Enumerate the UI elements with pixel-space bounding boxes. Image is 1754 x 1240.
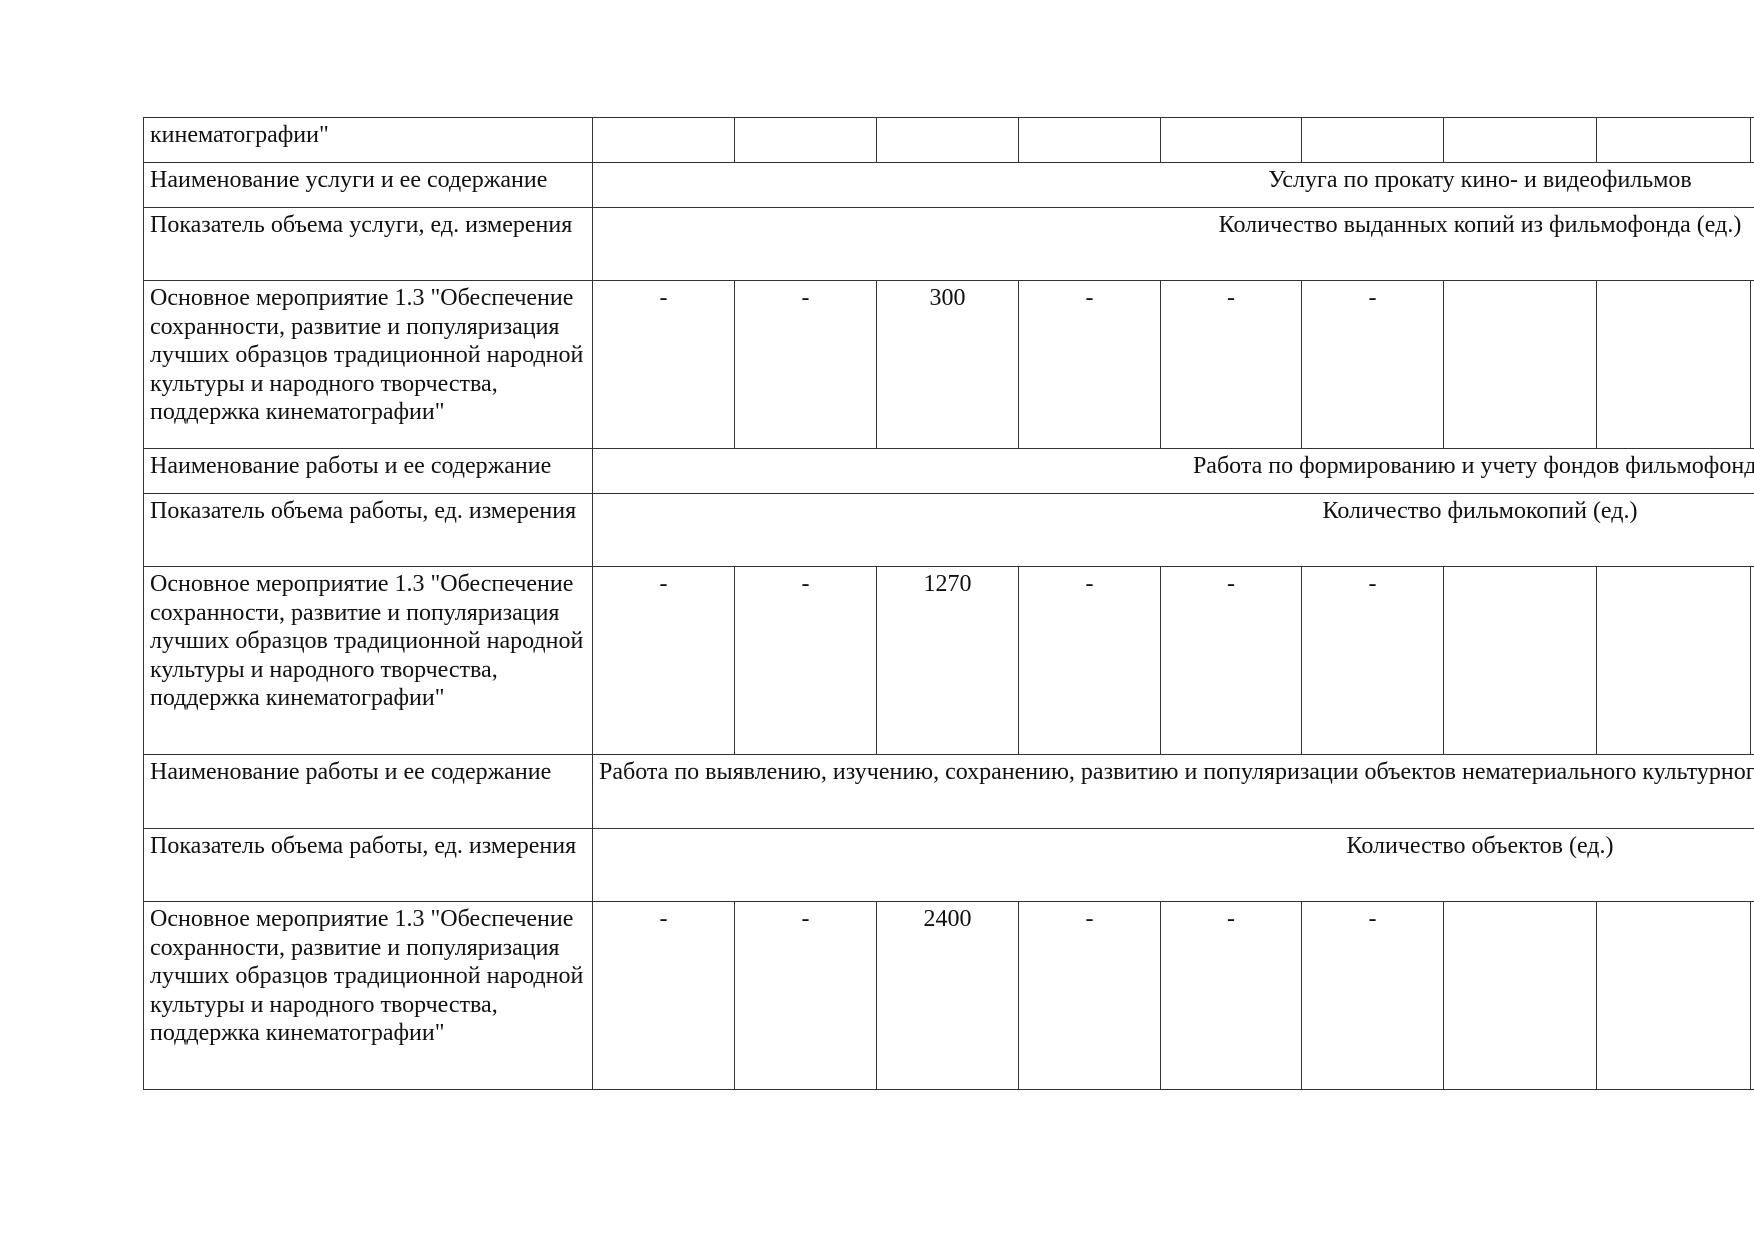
value-cell [1750, 566, 1754, 755]
value-cell: - [1301, 901, 1444, 1090]
value-cell [1750, 280, 1754, 449]
value-cell: 1270 [876, 566, 1019, 755]
value-cell [1443, 901, 1597, 1090]
value-cell: - [592, 901, 735, 1090]
value-cell: - [1018, 901, 1161, 1090]
row-description: Работа по формированию и учету фондов фи… [592, 448, 1754, 494]
value-cell: - [592, 566, 735, 755]
value-cell: - [734, 566, 877, 755]
value-cell [1443, 280, 1597, 449]
value-cell [1596, 280, 1751, 449]
document-page: кинематографии" Наименование услуги и ее … [143, 117, 1754, 1217]
value-cell [876, 117, 1019, 163]
value-cell: - [734, 280, 877, 449]
row-label: Показатель объема услуги, ед. измерения [143, 207, 593, 281]
value-cell [1443, 566, 1597, 755]
value-cell [1750, 117, 1754, 163]
table-row: Наименование услуги и ее содержание Услуг… [143, 162, 1754, 208]
row-label: Основное мероприятие 1.3 "Обеспечение со… [143, 901, 593, 1090]
value-cell [592, 117, 735, 163]
value-cell [1018, 117, 1161, 163]
table-row: кинематографии" [143, 117, 1754, 163]
value-cell [1160, 117, 1302, 163]
row-label: Основное мероприятие 1.3 "Обеспечение со… [143, 280, 593, 449]
table-row: Основное мероприятие 1.3 "Обеспечение со… [143, 566, 1754, 755]
value-cell: - [592, 280, 735, 449]
row-label: Наименование работы и ее содержание [143, 448, 593, 494]
table-row: Показатель объема работы, ед. измерения К… [143, 493, 1754, 567]
table-row: Показатель объема услуги, ед. измерения К… [143, 207, 1754, 281]
value-cell [1596, 566, 1751, 755]
table-row: Наименование работы и ее содержание Работ… [143, 448, 1754, 494]
value-cell [1596, 901, 1751, 1090]
value-cell [1301, 117, 1444, 163]
table-row: Основное мероприятие 1.3 "Обеспечение со… [143, 901, 1754, 1090]
table-row: Наименование работы и ее содержание Работ… [143, 754, 1754, 829]
value-cell: - [1301, 280, 1444, 449]
value-cell: - [1160, 566, 1302, 755]
value-cell [1443, 117, 1597, 163]
program-table: кинематографии" Наименование услуги и ее … [143, 117, 1754, 1090]
value-cell [1596, 117, 1751, 163]
value-cell [734, 117, 877, 163]
row-label: Наименование работы и ее содержание [143, 754, 593, 829]
row-label: Показатель объема работы, ед. измерения [143, 493, 593, 567]
row-description: Количество фильмокопий (ед.) [592, 493, 1754, 567]
value-cell: - [1160, 901, 1302, 1090]
row-label: Показатель объема работы, ед. измерения [143, 828, 593, 902]
row-description: Услуга по прокату кино- и видеофильмов [592, 162, 1754, 208]
value-cell: - [1018, 280, 1161, 449]
row-label: Наименование услуги и ее содержание [143, 162, 593, 208]
row-description: Работа по выявлению, изучению, сохранени… [592, 754, 1754, 829]
value-cell: 2400 [876, 901, 1019, 1090]
value-cell: 300 [876, 280, 1019, 449]
value-cell: - [734, 901, 877, 1090]
row-label: Основное мероприятие 1.3 "Обеспечение со… [143, 566, 593, 755]
table-row: Показатель объема работы, ед. измерения К… [143, 828, 1754, 902]
value-cell: - [1160, 280, 1302, 449]
value-cell: - [1301, 566, 1444, 755]
value-cell: - [1018, 566, 1161, 755]
table-row: Основное мероприятие 1.3 "Обеспечение со… [143, 280, 1754, 449]
value-cell [1750, 901, 1754, 1090]
row-description: Количество выданных копий из фильмофонда… [592, 207, 1754, 281]
row-description: Количество объектов (ед.) [592, 828, 1754, 902]
row-label: кинематографии" [143, 117, 593, 163]
